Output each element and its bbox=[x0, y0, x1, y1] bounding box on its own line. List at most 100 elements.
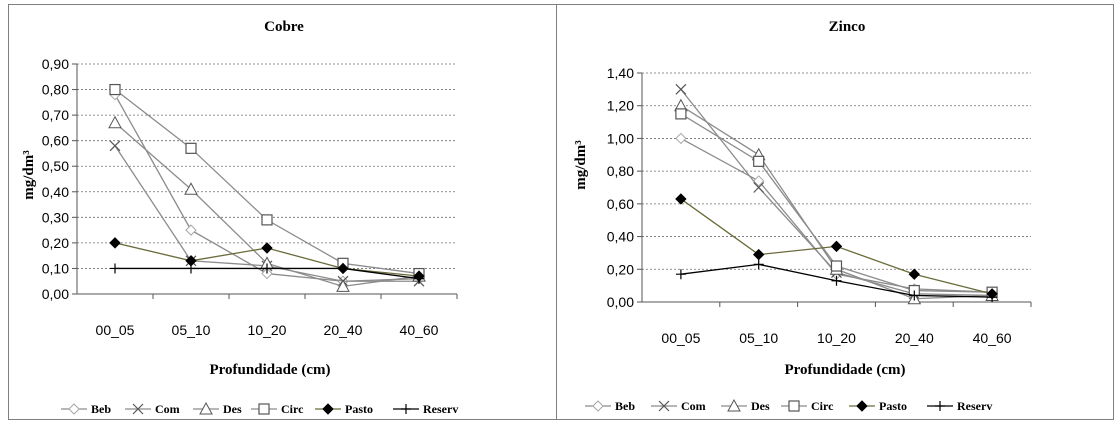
x-tick-label: 10_20 bbox=[248, 322, 287, 338]
data-point bbox=[108, 115, 122, 129]
data-point bbox=[987, 292, 998, 303]
data-point bbox=[753, 182, 765, 193]
legend-marker bbox=[788, 400, 800, 412]
x-tick-label: 40_60 bbox=[400, 322, 439, 338]
data-point bbox=[336, 279, 350, 292]
data-point bbox=[753, 155, 765, 167]
data-point bbox=[753, 259, 764, 270]
legend-label: Des bbox=[751, 399, 770, 413]
chart-title: Cobre bbox=[264, 19, 304, 35]
zinco-chart-panel: Zinco Profundidade (cm) mg/dm³ 0,00 0,20 0… bbox=[556, 4, 1114, 420]
legend-label: Com bbox=[681, 399, 706, 413]
y-tick-label: 1,40 bbox=[607, 65, 634, 81]
legend-marker bbox=[727, 398, 741, 412]
legend-label: Reserv bbox=[957, 399, 992, 413]
legend-label: Beb bbox=[615, 399, 635, 413]
data-point bbox=[261, 267, 273, 280]
legend-item: Des bbox=[193, 401, 242, 416]
y-tick-label: 1,00 bbox=[607, 130, 634, 146]
legend-item: Des bbox=[721, 398, 770, 413]
data-point bbox=[109, 237, 121, 249]
legend-item: Pasto bbox=[315, 402, 373, 416]
legend-marker bbox=[401, 404, 411, 414]
data-point bbox=[338, 263, 348, 274]
legend-item: Beb bbox=[585, 399, 635, 413]
legend-marker bbox=[592, 400, 604, 412]
data-point bbox=[830, 240, 843, 253]
x-tick-label: 05_10 bbox=[172, 322, 211, 338]
legend-item: Circ bbox=[781, 399, 834, 413]
data-point bbox=[109, 140, 121, 152]
legend-item: Com bbox=[125, 402, 180, 416]
y-tick-label: 0,50 bbox=[42, 158, 69, 174]
x-tick-label: 10_20 bbox=[817, 330, 856, 346]
legend-label: Reserv bbox=[423, 402, 458, 416]
x-tick-label: 40_60 bbox=[973, 330, 1012, 346]
legend-marker bbox=[322, 403, 334, 415]
y-tick-label: 0,80 bbox=[42, 82, 69, 98]
legend-item: Com bbox=[651, 399, 706, 413]
y-tick-label: 1,20 bbox=[607, 98, 634, 114]
x-tick-label: 20_40 bbox=[895, 330, 934, 346]
legend-label: Des bbox=[223, 402, 242, 416]
data-point bbox=[675, 132, 687, 145]
y-tick-label: 0,00 bbox=[42, 286, 69, 302]
legend-marker bbox=[258, 403, 270, 415]
x-tick-label: 20_40 bbox=[324, 322, 363, 338]
legend-item: Reserv bbox=[393, 402, 458, 416]
data-point bbox=[675, 193, 687, 205]
series-des bbox=[674, 98, 999, 305]
data-point bbox=[185, 142, 197, 154]
legend-item: Pasto bbox=[849, 399, 907, 413]
legend-label: Circ bbox=[281, 402, 304, 416]
data-point bbox=[831, 275, 842, 286]
y-tick-label: 0,60 bbox=[607, 196, 634, 212]
legend-marker bbox=[68, 403, 80, 415]
data-point bbox=[184, 182, 198, 195]
y-tick-label: 0,00 bbox=[607, 294, 634, 310]
zinco-chart: Zinco Profundidade (cm) mg/dm³ 0,000,200… bbox=[573, 19, 1032, 413]
legend-label: Pasto bbox=[345, 402, 373, 416]
data-point bbox=[675, 269, 686, 280]
legend-marker bbox=[199, 401, 213, 415]
gridlines: 0,00 0,20 0,40 0,60 0,80 1,00 1,20 1,40 bbox=[607, 65, 1031, 310]
x-axis-title: Profundidade (cm) bbox=[210, 362, 331, 378]
x-tick-label: 05_10 bbox=[739, 330, 778, 346]
data-point bbox=[185, 224, 197, 236]
legend-marker bbox=[856, 400, 868, 412]
y-tick-label: 0,40 bbox=[607, 229, 634, 245]
legend-marker bbox=[132, 403, 144, 415]
legend: Beb Com Des Circ Pasto Reserv bbox=[585, 398, 992, 413]
series-reserv bbox=[110, 263, 424, 284]
data-point bbox=[909, 290, 920, 301]
y-tick-label: 0,20 bbox=[607, 261, 634, 277]
data-point bbox=[186, 263, 196, 274]
y-tick-label: 0,90 bbox=[42, 56, 69, 72]
series-pasto bbox=[675, 193, 998, 300]
data-point bbox=[675, 83, 687, 95]
data-point bbox=[262, 263, 272, 274]
data-point bbox=[414, 273, 424, 284]
legend-marker bbox=[935, 401, 945, 411]
y-axis-title: mg/dm³ bbox=[21, 150, 37, 200]
legend-label: Pasto bbox=[879, 399, 907, 413]
y-tick-label: 0,10 bbox=[42, 260, 69, 276]
gridlines: 0,00 0,10 0,20 0,30 0,40 0,50 0,60 0,70 0,80 0,90 bbox=[42, 56, 457, 302]
legend-label: Circ bbox=[811, 399, 834, 413]
data-point bbox=[675, 108, 687, 120]
y-tick-label: 0,60 bbox=[42, 133, 69, 149]
y-axis-title: mg/dm³ bbox=[573, 140, 589, 190]
legend-item: Circ bbox=[251, 402, 304, 416]
y-tick-label: 0,40 bbox=[42, 184, 69, 200]
legend-item: Reserv bbox=[927, 399, 992, 413]
y-tick-label: 0,20 bbox=[42, 235, 69, 251]
data-point bbox=[109, 83, 121, 96]
series-reserv bbox=[675, 259, 998, 303]
data-point bbox=[261, 242, 273, 254]
y-tick-label: 0,30 bbox=[42, 209, 69, 225]
legend-label: Com bbox=[155, 402, 180, 416]
x-tick-label: 00_05 bbox=[661, 330, 700, 346]
data-point bbox=[261, 214, 273, 226]
cobre-chart-panel: Cobre Profundidade (cm) mg/dm³ 0,00 0,10 0… bbox=[8, 4, 557, 420]
legend-item: Beb bbox=[61, 402, 111, 416]
